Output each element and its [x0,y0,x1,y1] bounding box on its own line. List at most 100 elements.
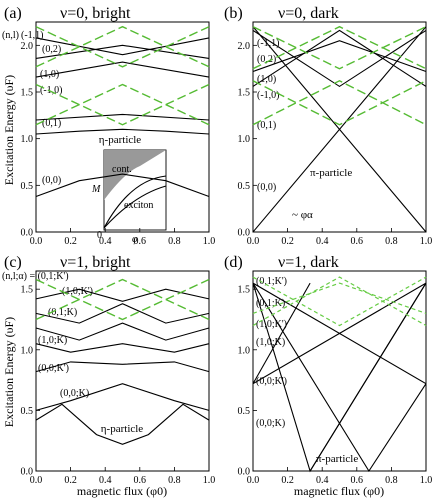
panel-c-label: (c) [4,254,22,271]
inset-continuum-region [104,150,166,200]
label-a-m1-0: (-1,0) [40,85,63,96]
panel-c-ytick-label-0: 0.0 [21,467,34,478]
inset-ylabel: M [91,184,101,195]
y-axis-label-top: Excitation Energy (υF) [2,75,16,185]
panel-b-xtick-label-0: 0.0 [247,236,260,247]
label-d-01K: (0,1;K) [256,298,285,309]
x-axis-label-d: magnetic flux (φ0) [294,484,384,498]
panel-d-green-curve-2 [252,282,427,314]
label-b-0-0: (0,0) [257,182,276,193]
inset-a: cont. exciton M φ 0 [91,149,167,245]
panel-d-xtick-label-1: 0.2 [281,475,294,486]
panel-c-green-curve-1 [35,278,210,321]
y-axis-label-bottom: Excitation Energy (υF) [2,317,16,427]
panel-b-ytick-label-4: 2.0 [238,41,251,52]
panel-b-ytick-label-1: 0.5 [238,181,251,192]
panel-c-black-curve-5 [35,303,210,324]
panel-b-xtick-label-5: 1.0 [420,236,433,247]
pi-particle-label-d: π-particle [316,453,358,465]
panel-b-ytick-label-2: 1.0 [238,134,251,145]
panel-b-green-curve-2 [252,26,427,70]
panel-a-xtick-label-3: 0.6 [134,236,147,247]
inset-curve-lower [103,185,167,229]
panel-d-xtick-label-2: 0.4 [316,475,329,486]
panel-a-ytick-label-2: 1.0 [21,134,34,145]
label-c-01Kp: (n,l;α) = (0,1;K') [2,271,69,282]
panel-d-green-curve-1 [252,276,427,327]
panel-b-xtick-label-2: 0.4 [316,236,329,247]
panel-d-black-curve-2 [252,282,311,384]
panel-d-black-curve-5 [309,282,427,472]
panel-c-black-curve-3 [35,343,210,353]
panel-b-xtick-label-3: 0.6 [351,236,364,247]
label-a-0-0: (0,0) [42,175,61,186]
panel-c-xtick-label-5: 1.0 [203,475,216,486]
panel-a-green-curve-1 [35,83,210,126]
panel-d-label: (d) [224,254,243,271]
panel-b-xtick-label-4: 0.8 [385,236,398,247]
label-c-01K: (0,1;K) [48,307,77,318]
panel-a-xtick-label-1: 0.2 [64,236,77,247]
panel-d-title: ν=1, dark [278,254,339,271]
inset-origin: 0 [97,230,102,241]
panel-a-black-curve-2 [35,113,210,121]
panel-a-xtick-label-4: 0.8 [168,236,181,247]
panel-d-frame [252,270,427,472]
panel-b-xtick-label-1: 0.2 [281,236,294,247]
panel-b-ytick-label-3: 1.5 [238,88,251,99]
panel-b-black-curve-2 [252,29,427,87]
label-a-0-2: (0,2) [42,44,61,55]
inset-curve-upper [103,175,167,229]
label-nl: (n,l) [2,30,19,41]
panel-d-ytick-label-1: 0.5 [238,406,251,417]
panel-a-ytick-label-1: 0.5 [21,181,34,192]
panel-a-xtick-label-2: 0.4 [99,236,112,247]
panel-d-xtick-label-5: 1.0 [420,475,433,486]
panel-b-green-curve-1 [252,80,427,126]
label-d-01Kp: (0,1;K') [256,276,287,287]
panel-c-black-curve-4 [35,322,210,341]
scaling-label-b: ~ φα [292,209,313,221]
inset-xlabel: φ [132,234,138,245]
panel-d-black-curve-4 [252,282,427,385]
panel-a-black-curve-1 [35,128,210,135]
panel-d-xtick-label-4: 0.8 [385,475,398,486]
panel-c-xtick-label-1: 0.2 [64,475,77,486]
panel-a-title: ν=0, bright [60,5,131,22]
panel-d-ytick-label-0: 0.0 [238,467,251,478]
panel-a-black-curve-0 [35,173,210,198]
plot-layer: 0.0 0.2 0.4 0.6 0.8 1.0 0.0 0.5 1.0 1.5 2.0 0.0 0.2 0… [21,25,433,486]
panel-b-green-curve-0 [252,80,427,126]
panel-a-xtick-label-0: 0.0 [30,236,43,247]
panel-b-green-curve-3 [252,25,427,70]
x-axis-label-c: magnetic flux (φ0) [77,484,167,498]
panel-b-frame [252,21,427,233]
panel-a-black-curve-3 [35,61,210,78]
panel-a-black-curve-5 [35,37,210,56]
panel-b-title: ν=0, dark [278,5,339,22]
panel-b-ytick-label-0: 0.0 [238,228,251,239]
label-b-m1-1: (-1,1) [257,38,280,49]
label-d-00Kp: (0,0;K') [256,376,287,387]
panel-a-frame [35,21,210,233]
label-c-10K: (1,0;K) [38,335,67,346]
panel-a-black-curve-4 [35,44,210,59]
label-d-00K: (0,0;K) [256,418,285,429]
inset-cont-label: cont. [112,164,132,175]
panel-a-xtick-label-5: 1.0 [203,236,216,247]
panel-a-ytick-label-4: 2.0 [21,41,34,52]
panel-c-frame [35,270,210,472]
eta-particle-label-a: η-particle [99,134,142,146]
panel-c-xtick-label-3: 0.6 [134,475,147,486]
panel-c-green-curve-0 [35,278,210,321]
panel-c-xtick-label-2: 0.4 [99,475,112,486]
panel-b-black-curve-3 [252,29,427,88]
panel-b-label: (b) [224,5,243,22]
panel-a-green-curve-0 [35,83,210,126]
label-b-1-0: (1,0) [257,74,276,85]
eta-particle-label-c: η-particle [101,423,144,435]
panel-c-black-curve-1 [35,383,210,411]
label-c-10Kp: (1,0;K') [62,286,93,297]
panel-c-ytick-label-3: 1.5 [21,285,34,296]
